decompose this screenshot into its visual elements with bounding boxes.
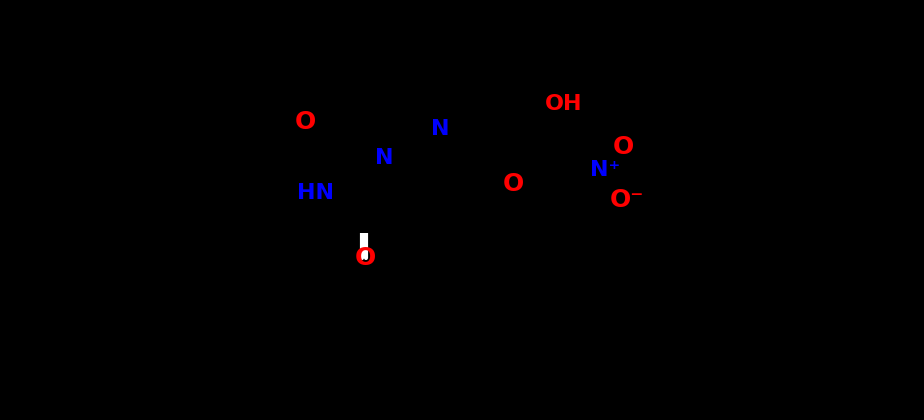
Text: OH: OH <box>544 94 582 114</box>
Text: N⁺: N⁺ <box>590 160 620 180</box>
Text: O: O <box>613 135 634 159</box>
Text: HN: HN <box>297 183 334 203</box>
Text: O: O <box>503 172 524 197</box>
Text: O: O <box>355 246 376 270</box>
Text: O⁻: O⁻ <box>609 188 644 212</box>
Text: N: N <box>375 148 394 168</box>
Text: O: O <box>295 110 316 134</box>
Text: N: N <box>431 119 449 139</box>
